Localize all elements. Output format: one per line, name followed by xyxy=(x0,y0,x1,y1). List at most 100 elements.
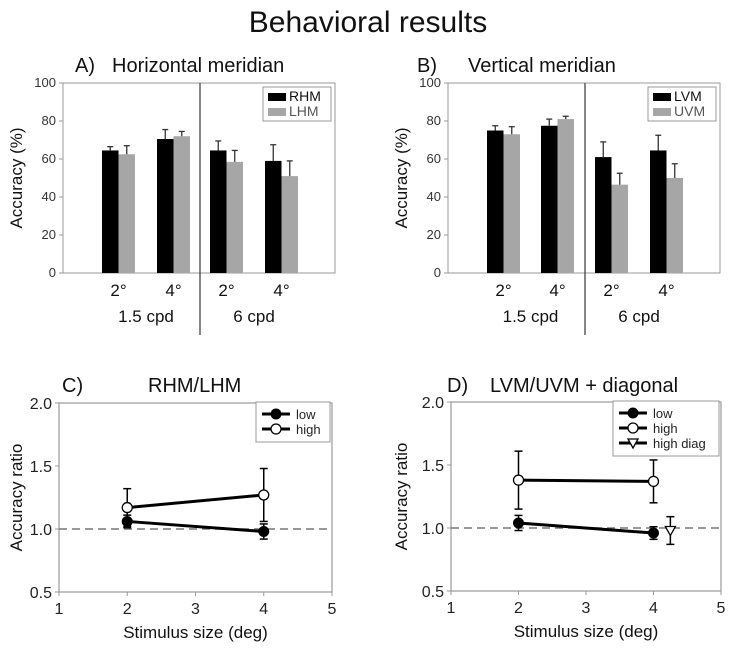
y-tick-label: 80 xyxy=(42,113,56,128)
x-category-label: 4° xyxy=(549,281,565,300)
bar-uvm xyxy=(503,134,520,273)
data-point-low xyxy=(258,526,270,538)
legend-label: low xyxy=(296,407,316,422)
data-point-high xyxy=(258,489,270,501)
y-tick-label: 100 xyxy=(34,75,56,90)
y-axis-label: Accuracy ratio xyxy=(7,444,26,552)
panel-label: D) xyxy=(447,375,468,397)
series-line-high xyxy=(518,478,654,483)
x-tick-label: 1 xyxy=(55,601,64,618)
y-tick-label: 0.5 xyxy=(30,585,52,602)
series-line-high xyxy=(127,493,264,510)
y-tick-label: 40 xyxy=(42,189,56,204)
legend-label: high xyxy=(653,421,678,436)
bar-rhm xyxy=(157,139,174,273)
x-axis-label: Stimulus size (deg) xyxy=(123,623,268,642)
panel-c: C) RHM/LHM 0.5 1.0 1.5 2.0 1 2 3 4 5 Stimulus size … xyxy=(7,375,337,642)
y-tick-label: 0.5 xyxy=(422,584,444,601)
x-axis-label: Stimulus size (deg) xyxy=(514,622,659,641)
bar-lvm xyxy=(650,150,667,273)
y-tick-label: 0 xyxy=(49,265,56,280)
x-tick-label: 5 xyxy=(717,600,726,617)
data-point-high-diag xyxy=(664,525,677,537)
x-tick-label: 5 xyxy=(328,601,337,618)
x-group-label: 6 cpd xyxy=(618,307,660,326)
bar-lhm xyxy=(173,136,190,273)
series-line-low xyxy=(518,521,654,535)
y-tick-label: 100 xyxy=(419,75,441,90)
legend-marker xyxy=(626,438,640,450)
y-tick-label: 20 xyxy=(42,227,56,242)
x-category-label: 2° xyxy=(603,281,619,300)
x-category-label: 4° xyxy=(273,281,289,300)
x-tick-label: 2 xyxy=(514,600,523,617)
data-point-high xyxy=(512,474,525,486)
data-point-high xyxy=(647,475,660,488)
panel-title: Horizontal meridian xyxy=(112,55,284,77)
y-tick-label: 60 xyxy=(42,151,56,166)
legend-label: RHM xyxy=(289,88,321,104)
legend-label: low xyxy=(653,406,673,421)
legend-marker xyxy=(270,423,282,435)
panel-title: LVM/UVM + diagonal xyxy=(490,375,678,397)
x-group-label: 1.5 cpd xyxy=(503,307,559,326)
bar-lvm xyxy=(595,157,612,273)
x-tick-label: 2 xyxy=(123,601,132,618)
bar-lhm xyxy=(118,154,135,273)
panel-a: A) Horizontal meridian 0 20 40 60 80 100 Accurac… xyxy=(7,55,336,335)
series-line-low xyxy=(127,519,264,534)
x-category-label: 4° xyxy=(165,281,181,300)
panel-label: A) xyxy=(75,55,95,77)
legend-label: UVM xyxy=(674,103,705,119)
y-tick-label: 1.5 xyxy=(30,459,52,476)
bar-lvm xyxy=(487,130,504,273)
legend-label: LVM xyxy=(674,88,702,104)
x-tick-label: 1 xyxy=(447,600,456,617)
legend-swatch xyxy=(653,93,671,101)
bar-lhm xyxy=(226,161,243,273)
plot-frame xyxy=(447,82,721,274)
legend-swatch xyxy=(268,93,286,101)
data-point-low xyxy=(513,517,524,529)
legend-marker xyxy=(627,422,639,434)
y-tick-label: 20 xyxy=(427,227,441,242)
y-tick-label: 80 xyxy=(427,113,441,128)
figure-title: Behavioral results xyxy=(249,6,487,39)
x-group-label: 1.5 cpd xyxy=(118,307,174,326)
bar-lhm xyxy=(281,176,298,273)
legend-marker xyxy=(627,407,639,419)
bar-rhm xyxy=(210,150,227,273)
y-tick-label: 1.5 xyxy=(422,458,444,475)
x-tick-label: 3 xyxy=(582,600,591,617)
data-point-high xyxy=(121,501,133,514)
data-point-low xyxy=(648,527,659,539)
x-tick-label: 3 xyxy=(191,601,200,618)
legend-label: high diag xyxy=(653,436,706,451)
x-category-label: 2° xyxy=(495,281,511,300)
panel-d: D) LVM/UVM + diagonal 0.5 1.0 1.5 2.0 1 2 3 4 5 Sti… xyxy=(392,375,726,641)
x-category-label: 4° xyxy=(658,281,674,300)
x-tick-label: 4 xyxy=(259,601,268,618)
bar-lvm xyxy=(541,125,558,273)
y-tick-label: 1.0 xyxy=(30,522,52,539)
legend-swatch xyxy=(653,108,671,116)
x-category-label: 2° xyxy=(218,281,234,300)
panel-b: B) Vertical meridian 0 20 40 60 80 100 Accuracy … xyxy=(392,55,721,335)
legend-label: LHM xyxy=(289,103,319,119)
y-tick-label: 2.0 xyxy=(422,395,444,412)
plot-frame xyxy=(62,82,336,274)
x-group-label: 6 cpd xyxy=(233,307,275,326)
y-tick-label: 2.0 xyxy=(30,396,52,413)
legend-label: high xyxy=(296,422,321,437)
y-axis-label: Accuracy ratio xyxy=(392,443,411,551)
bar-rhm xyxy=(102,150,119,273)
x-category-label: 2° xyxy=(110,281,126,300)
legend-swatch xyxy=(268,108,286,116)
y-axis-label: Accuracy (%) xyxy=(392,127,411,228)
x-tick-label: 4 xyxy=(649,600,658,617)
bar-uvm xyxy=(666,178,683,273)
panel-title: Vertical meridian xyxy=(468,55,616,77)
panel-label: C) xyxy=(62,375,83,397)
bar-rhm xyxy=(265,160,282,273)
